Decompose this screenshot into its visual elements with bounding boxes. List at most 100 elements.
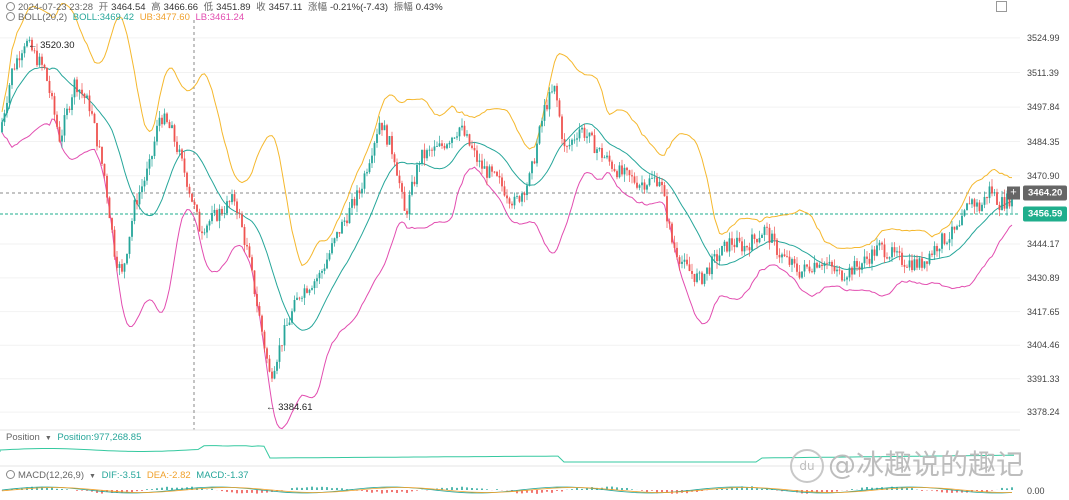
candle-body [523,193,526,196]
low-value: 3451.89 [216,2,251,13]
candle-body [651,177,653,179]
candle-body [506,195,508,199]
candle-body [243,227,246,245]
candle-body [351,199,353,208]
candle-body [601,148,603,158]
macd-bar [911,488,913,490]
candle-body [498,175,501,178]
candle-body [301,297,303,299]
macd-bar [51,487,53,490]
candle-body [463,125,466,136]
macd-bar [61,488,63,490]
candle-body [336,232,338,239]
macd-bar [266,490,268,493]
candle-body [691,271,693,274]
candle-body [696,273,698,282]
candle-body [796,263,798,272]
candle-body [868,258,871,264]
macd-bar [361,490,363,491]
candle-body [573,139,576,141]
candle-body [361,188,363,194]
macd-bar [541,490,543,493]
macd-bar [301,487,303,490]
candle-body [343,220,346,222]
candle-body [426,150,428,159]
candle-body [826,262,828,264]
candle-body [98,146,101,148]
candle-body [738,237,741,242]
candle-body [971,199,973,205]
macd-bar [346,489,348,490]
candle-body [671,223,673,243]
macd-bar [381,490,383,494]
candle-body [673,242,676,248]
candle-body [953,226,956,230]
position-label[interactable]: Position [6,432,40,443]
candle-body [168,122,171,129]
macd-bar [156,488,158,490]
candle-body [853,260,856,275]
settings-icon[interactable] [996,1,1007,12]
price-tick-label: 3511.39 [1027,67,1059,78]
candle-body [186,172,188,187]
macd-label[interactable]: MACD(12,26,9) [18,470,84,481]
macd-bar [696,490,698,492]
macd-bar [621,488,623,490]
bell-icon[interactable] [6,470,15,479]
candle-body [1008,193,1011,207]
candle-body [833,266,836,272]
chart-grid [0,37,1020,413]
candle-body [698,272,701,274]
candle-body [103,163,106,176]
macd-bar [656,490,658,494]
macd-bar [451,487,453,490]
macd-bar [801,490,803,494]
candle-body [591,132,593,136]
macd-bar [466,487,468,490]
macd-bar [66,489,68,490]
boll-label[interactable]: BOLL(20,2) [18,12,68,23]
candle-body [11,68,13,86]
candle-body [356,190,358,206]
candle-body [771,233,773,243]
macd-bar [171,487,173,490]
candle-body [398,175,401,184]
change-value: -0.21%(-7.43) [329,2,389,13]
candle-body [36,50,38,66]
candle-body [721,246,723,256]
candle-body [593,135,596,154]
plus-icon[interactable]: + [1007,186,1020,200]
macd-bar [931,490,933,491]
boll-lower-line [1,118,1013,430]
candle-body [408,194,411,215]
macd-bar [176,487,178,490]
candle-body [516,196,518,197]
macd-bar [616,487,618,490]
macd-bar [221,490,223,492]
chevron-down-icon[interactable]: ▼ [44,435,52,442]
candle-body [768,227,771,243]
candle-body [221,208,223,214]
candle-body [61,135,63,142]
candle-body [268,358,271,372]
candle-body [948,239,951,243]
chevron-down-icon[interactable]: ▼ [89,473,96,480]
macd-bar [331,488,333,490]
candle-body [111,218,113,230]
candle-body [551,91,553,93]
candle-body [836,269,838,272]
candle-body [978,202,981,212]
macd-bar [241,490,243,494]
candle-body [496,171,498,176]
macd-bar [906,487,908,490]
candle-body [726,241,728,252]
macd-bar [251,490,253,493]
candle-body [666,196,668,222]
bell-icon[interactable] [6,12,15,21]
candle-body [873,249,876,256]
candle-body [133,200,136,222]
candle-body [16,58,18,70]
candle-body [803,264,806,272]
candle-body [1006,193,1008,209]
